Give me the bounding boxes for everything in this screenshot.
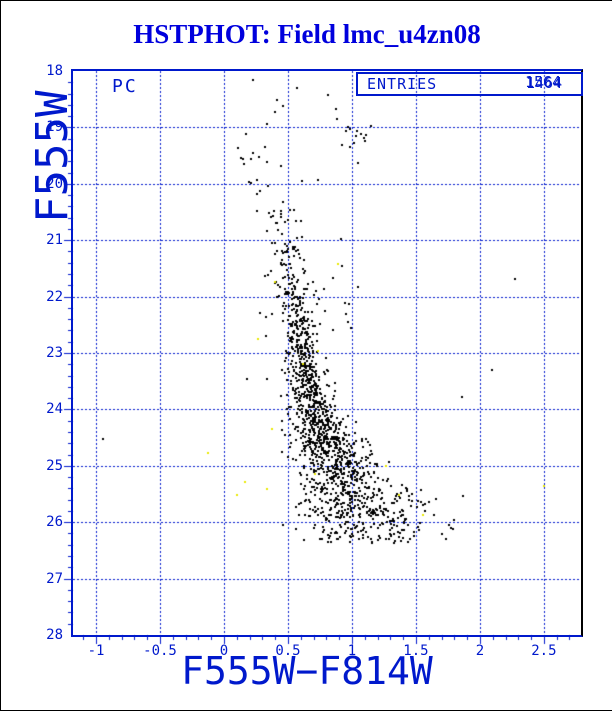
y-tick-label: 25 bbox=[46, 457, 63, 474]
entries-box: ENTRIES bbox=[356, 72, 583, 96]
x-tick-label: 1 bbox=[347, 643, 357, 659]
y-tick-label: 19 bbox=[46, 119, 63, 136]
plot-frame bbox=[71, 69, 583, 637]
x-tick-label: 1.5 bbox=[403, 643, 429, 659]
y-tick-label: 21 bbox=[46, 232, 63, 249]
y-tick-label: 20 bbox=[46, 175, 63, 192]
x-tick-label: 2.5 bbox=[531, 643, 557, 659]
y-tick-label: 24 bbox=[46, 401, 63, 418]
y-tick-label: 18 bbox=[46, 63, 63, 79]
entries-value-primary: 1564 bbox=[525, 73, 562, 91]
x-tick-label: 2 bbox=[475, 643, 485, 659]
y-tick-label: 22 bbox=[46, 288, 63, 305]
y-tick-label: 28 bbox=[46, 627, 63, 643]
y-axis-label: F555W bbox=[27, 90, 78, 223]
entries-label: ENTRIES bbox=[367, 75, 438, 93]
x-axis-label: F555W−F814W bbox=[181, 649, 433, 693]
x-tick-label: -1 bbox=[87, 643, 105, 659]
x-tick-label: 0 bbox=[219, 643, 229, 659]
entries-value-ghost: 1464 bbox=[526, 74, 563, 92]
y-tick-label: 27 bbox=[46, 570, 63, 587]
plot-title: HSTPHOT: Field lmc_u4zn08 bbox=[133, 19, 481, 49]
x-tick-label: 0.5 bbox=[275, 643, 301, 659]
y-tick-label: 26 bbox=[46, 514, 63, 531]
y-tick-label: 23 bbox=[46, 345, 63, 361]
x-tick-label: -0.5 bbox=[143, 643, 177, 659]
chip-label: PC bbox=[112, 76, 138, 97]
